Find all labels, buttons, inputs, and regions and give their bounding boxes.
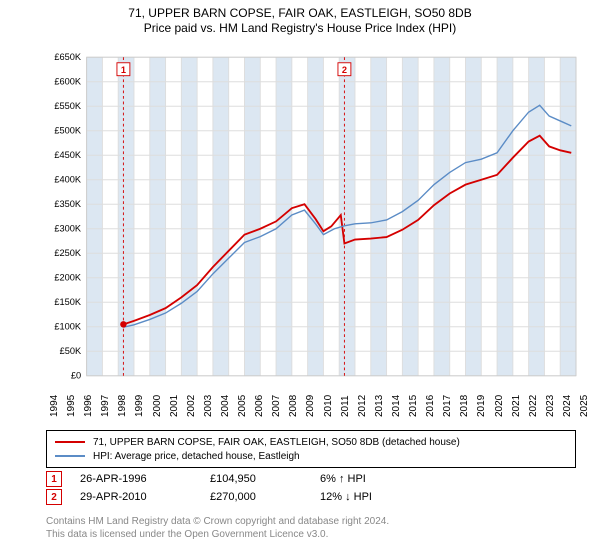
- svg-text:£0: £0: [71, 371, 81, 381]
- svg-text:£350K: £350K: [54, 199, 82, 209]
- footer: Contains HM Land Registry data © Crown c…: [46, 516, 576, 541]
- sale-row: 1 26-APR-1996 £104,950 6% ↑ HPI: [46, 470, 576, 488]
- title-subtitle: Price paid vs. HM Land Registry's House …: [0, 21, 600, 35]
- svg-text:£100K: £100K: [54, 322, 82, 332]
- legend: 71, UPPER BARN COPSE, FAIR OAK, EASTLEIG…: [46, 430, 576, 468]
- sale-date: 26-APR-1996: [80, 473, 210, 485]
- sale-marker-icon: 2: [46, 489, 62, 505]
- sale-price: £104,950: [210, 473, 320, 485]
- legend-swatch: [55, 441, 85, 443]
- svg-text:£500K: £500K: [54, 126, 82, 136]
- sale-row: 2 29-APR-2010 £270,000 12% ↓ HPI: [46, 488, 576, 506]
- svg-text:£550K: £550K: [54, 101, 82, 111]
- title-address: 71, UPPER BARN COPSE, FAIR OAK, EASTLEIG…: [0, 6, 600, 20]
- sale-diff: 6% ↑ HPI: [320, 473, 366, 485]
- legend-label: 71, UPPER BARN COPSE, FAIR OAK, EASTLEIG…: [93, 437, 460, 448]
- sale-diff: 12% ↓ HPI: [320, 491, 372, 503]
- svg-text:£50K: £50K: [60, 346, 82, 356]
- titles: 71, UPPER BARN COPSE, FAIR OAK, EASTLEIG…: [0, 0, 600, 35]
- sale-price: £270,000: [210, 491, 320, 503]
- legend-item-price: 71, UPPER BARN COPSE, FAIR OAK, EASTLEIG…: [55, 435, 567, 449]
- svg-text:£650K: £650K: [54, 52, 82, 62]
- legend-label: HPI: Average price, detached house, East…: [93, 451, 300, 462]
- svg-text:£400K: £400K: [54, 175, 82, 185]
- sales-table: 1 26-APR-1996 £104,950 6% ↑ HPI 2 29-APR…: [46, 470, 576, 506]
- svg-text:£450K: £450K: [54, 150, 82, 160]
- svg-text:2: 2: [342, 65, 347, 75]
- svg-text:£200K: £200K: [54, 273, 82, 283]
- svg-text:£600K: £600K: [54, 76, 82, 86]
- chart-container: 71, UPPER BARN COPSE, FAIR OAK, EASTLEIG…: [0, 0, 600, 560]
- line-chart: 1 2 £0 £50K £100K £150K £200K £250K £300K £350K £4…: [46, 44, 576, 389]
- sale-date: 29-APR-2010: [80, 491, 210, 503]
- legend-item-hpi: HPI: Average price, detached house, East…: [55, 449, 567, 463]
- footer-line1: Contains HM Land Registry data © Crown c…: [46, 516, 576, 529]
- legend-swatch: [55, 455, 85, 457]
- svg-text:£150K: £150K: [54, 297, 82, 307]
- x-axis-ticks: 1994199519961997199819992000200120022003…: [46, 389, 576, 424]
- footer-line2: This data is licensed under the Open Gov…: [46, 529, 576, 542]
- svg-text:£300K: £300K: [54, 224, 82, 234]
- svg-text:£250K: £250K: [54, 248, 82, 258]
- svg-text:1: 1: [121, 65, 126, 75]
- chart-area: 1 2 £0 £50K £100K £150K £200K £250K £300K £350K £4…: [46, 44, 576, 389]
- sale-marker-icon: 1: [46, 471, 62, 487]
